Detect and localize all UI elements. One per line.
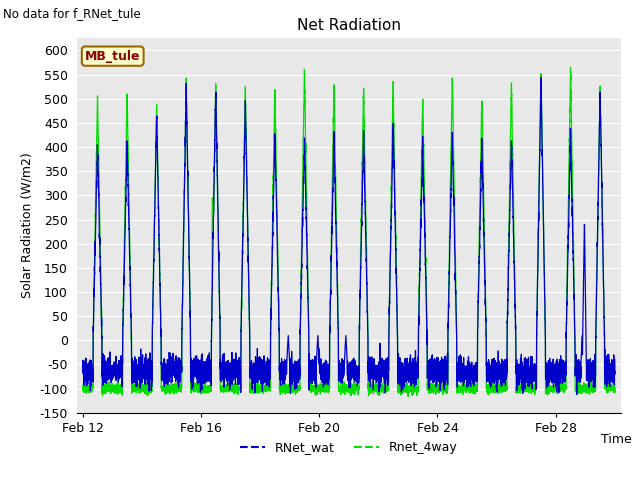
Text: MB_tule: MB_tule — [85, 49, 140, 62]
Legend: RNet_wat, Rnet_4way: RNet_wat, Rnet_4way — [235, 436, 463, 459]
Text: No data for f_RNet_tule: No data for f_RNet_tule — [3, 7, 141, 20]
X-axis label: Time: Time — [601, 433, 632, 446]
Title: Net Radiation: Net Radiation — [297, 18, 401, 33]
Y-axis label: Solar Radiation (W/m2): Solar Radiation (W/m2) — [21, 153, 34, 299]
